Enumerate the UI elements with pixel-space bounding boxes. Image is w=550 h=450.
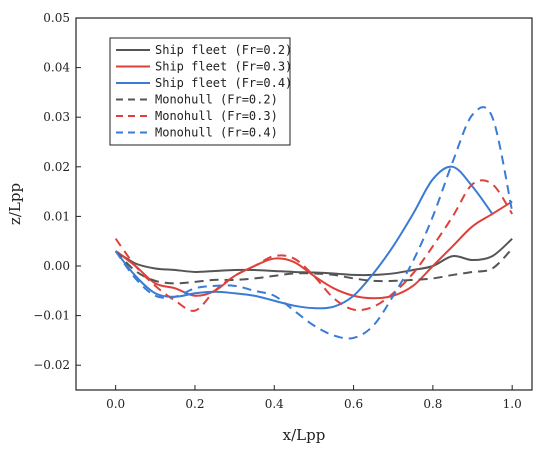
y-tick-label-4: 0.02 xyxy=(43,160,70,174)
axis-ticks: 0.0 0.2 0.4 0.6 0.8 1.0 −0.02 −0.01 0.00 0.01 0.02… xyxy=(33,11,522,411)
y-tick-label-1: −0.01 xyxy=(33,309,70,323)
plot-area-frame xyxy=(75,17,533,391)
series-line-3 xyxy=(114,247,513,285)
y-tick-label-5: 0.03 xyxy=(43,110,70,124)
x-tick-label-5: 1.0 xyxy=(503,397,522,411)
y-tick-label-2: 0.00 xyxy=(43,259,70,273)
x-axis-label: x/Lpp xyxy=(283,426,326,444)
x-tick-label-3: 0.6 xyxy=(344,397,363,411)
x-tick-label-2: 0.4 xyxy=(265,397,284,411)
legend-box xyxy=(109,37,291,146)
legend-label-4: Monohull (Fr=0.3) xyxy=(155,109,278,123)
legend-label-3: Monohull (Fr=0.2) xyxy=(155,93,278,107)
series-line-5 xyxy=(114,106,514,340)
series-lines xyxy=(114,106,514,340)
legend: Ship fleet (Fr=0.2) Ship fleet (Fr=0.3) Sh… xyxy=(109,37,292,146)
legend-label-1: Ship fleet (Fr=0.3) xyxy=(155,60,292,74)
series-line-1 xyxy=(115,200,513,300)
legend-label-2: Ship fleet (Fr=0.4) xyxy=(155,76,292,90)
x-tick-label-4: 0.8 xyxy=(423,397,442,411)
legend-label-5: Monohull (Fr=0.4) xyxy=(155,126,278,140)
y-tick-label-7: 0.05 xyxy=(43,11,70,25)
series-line-4 xyxy=(114,179,514,312)
y-tick-label-6: 0.04 xyxy=(43,61,70,75)
x-tick-label-0: 0.0 xyxy=(106,397,125,411)
legend-label-0: Ship fleet (Fr=0.2) xyxy=(155,43,292,57)
x-tick-label-1: 0.2 xyxy=(185,397,204,411)
y-tick-label-0: −0.02 xyxy=(33,358,70,372)
y-axis-label: z/Lpp xyxy=(6,183,24,225)
y-tick-label-3: 0.01 xyxy=(43,209,70,223)
series-line-0 xyxy=(115,237,513,277)
